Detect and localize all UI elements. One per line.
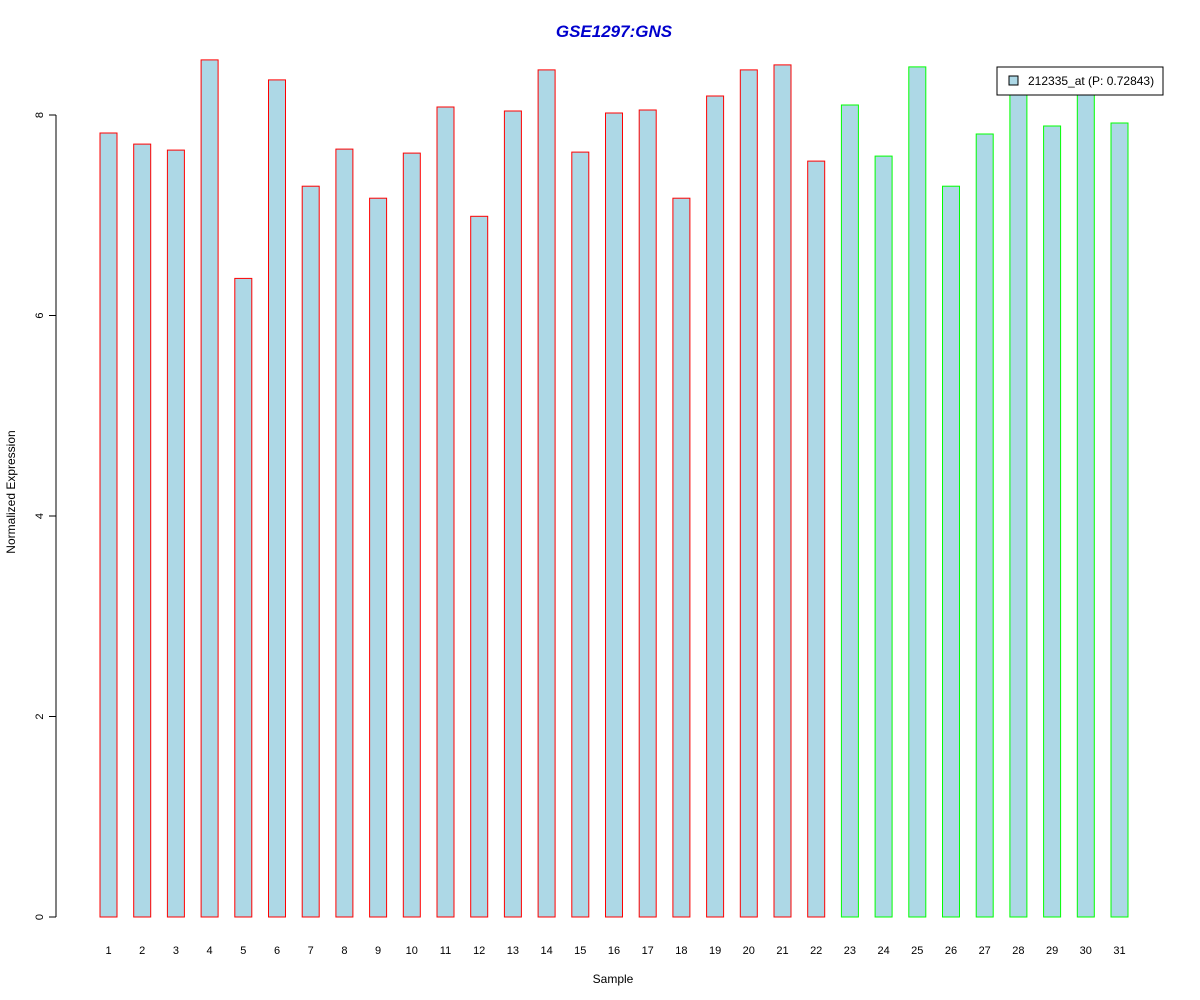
legend: 212335_at (P: 0.72843) — [996, 66, 1164, 96]
x-tick-label: 24 — [877, 945, 889, 957]
y-tick-label: 6 — [34, 312, 46, 318]
x-tick-label: 18 — [675, 945, 687, 957]
bar-sample-12 — [470, 215, 489, 918]
x-tick-label: 15 — [574, 945, 586, 957]
x-tick-label: 12 — [473, 945, 485, 957]
y-tick-label: 2 — [34, 713, 46, 719]
x-tick-label: 8 — [341, 945, 347, 957]
x-tick-label: 2 — [139, 945, 145, 957]
bar-sample-10 — [402, 152, 421, 918]
bar-sample-20 — [739, 69, 758, 918]
bar-sample-3 — [166, 149, 185, 918]
x-tick-label: 19 — [709, 945, 721, 957]
legend-label: 212335_at (P: 0.72843) — [1028, 74, 1154, 88]
y-tick-label: 4 — [34, 513, 46, 519]
x-tick-label: 6 — [274, 945, 280, 957]
bar-sample-11 — [436, 106, 455, 918]
bar-sample-31 — [1110, 122, 1129, 918]
legend-swatch — [1008, 75, 1019, 86]
bar-sample-27 — [975, 133, 994, 918]
x-tick-label: 28 — [1012, 945, 1024, 957]
x-tick-label: 20 — [743, 945, 755, 957]
x-tick-label: 7 — [308, 945, 314, 957]
bar-sample-26 — [942, 185, 960, 918]
x-tick-label: 29 — [1046, 945, 1058, 957]
bar-sample-15 — [571, 151, 590, 918]
bar-sample-8 — [335, 148, 354, 918]
y-tick-label: 8 — [34, 112, 46, 118]
bar-sample-14 — [537, 69, 556, 918]
legend-box — [996, 66, 1164, 96]
chart-title: GSE1297:GNS — [556, 22, 673, 41]
x-tick-label: 9 — [375, 945, 381, 957]
x-tick-label: 10 — [406, 945, 418, 957]
x-tick-label: 26 — [945, 945, 957, 957]
x-tick-label: 4 — [207, 945, 213, 957]
bar-sample-17 — [638, 109, 657, 918]
x-tick-label: 16 — [608, 945, 620, 957]
x-axis-label: Sample — [593, 972, 634, 986]
bar-sample-6 — [268, 79, 286, 918]
x-tick-label: 1 — [105, 945, 111, 957]
y-axis: 0 2 4 6 8 — [34, 112, 57, 920]
bar-sample-19 — [706, 95, 725, 918]
bar-sample-9 — [369, 197, 388, 918]
y-axis-label: Normalized Expression — [4, 430, 18, 553]
x-tick-label: 5 — [240, 945, 246, 957]
bar-sample-30 — [1076, 89, 1095, 918]
x-tick-label: 30 — [1080, 945, 1092, 957]
bar-sample-18 — [672, 197, 691, 918]
bar-sample-2 — [133, 143, 152, 918]
x-tick-label: 23 — [844, 945, 856, 957]
x-tick-label: 27 — [979, 945, 991, 957]
x-tick-label: 11 — [440, 945, 451, 957]
x-tick-label: 14 — [540, 945, 552, 957]
bars-group — [99, 59, 1129, 918]
bar-sample-22 — [807, 160, 826, 918]
x-tick-label: 21 — [776, 945, 788, 957]
x-tick-label: 25 — [911, 945, 923, 957]
x-tick-label: 13 — [507, 945, 519, 957]
bar-sample-1 — [99, 132, 118, 918]
bar-sample-21 — [773, 64, 792, 918]
x-tick-label: 3 — [173, 945, 179, 957]
bar-sample-29 — [1043, 125, 1062, 918]
y-tick-label: 0 — [34, 914, 46, 920]
bar-sample-4 — [200, 59, 219, 918]
x-tick-label: 17 — [642, 945, 654, 957]
bar-sample-5 — [234, 277, 253, 918]
x-tick-label: 22 — [810, 945, 822, 957]
bar-sample-13 — [503, 110, 522, 918]
bar-sample-24 — [874, 155, 893, 918]
bar-sample-25 — [908, 66, 927, 918]
bar-sample-23 — [840, 104, 859, 918]
bar-sample-7 — [301, 185, 320, 918]
x-tick-labels: 1 2 3 4 5 6 7 8 9 10 11 12 13 14 15 16 17 18 19 20 21 22 23 24 2… — [105, 945, 1125, 957]
bar-sample-16 — [605, 112, 623, 918]
bar-sample-28 — [1009, 89, 1028, 918]
x-tick-label: 31 — [1113, 945, 1125, 957]
